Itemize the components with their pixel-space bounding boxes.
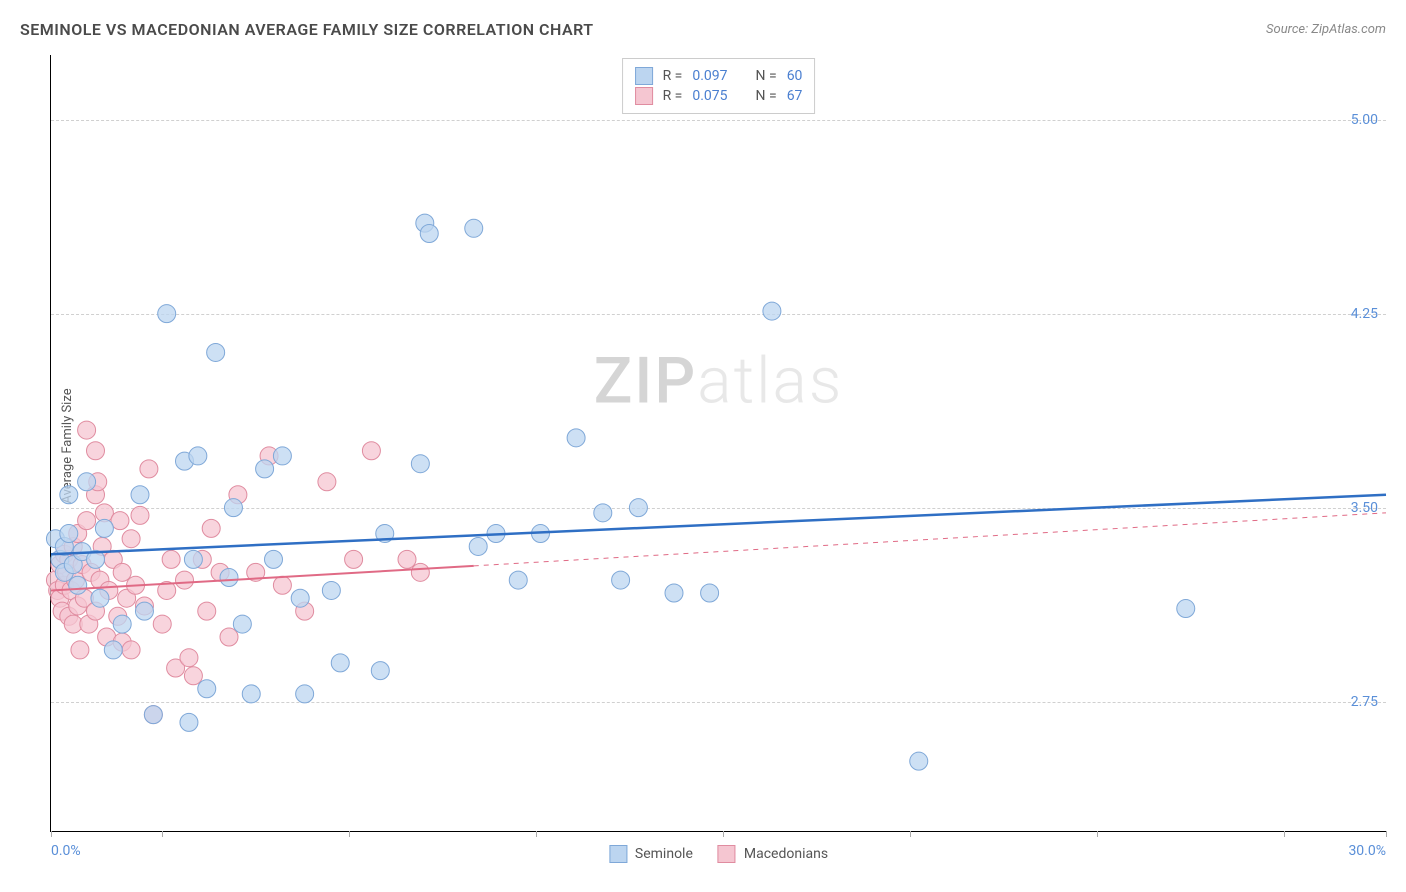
- legend-item-macedonians: Macedonians: [718, 845, 828, 863]
- stats-row-macedonians: R = 0.075 N = 67: [635, 87, 803, 105]
- legend-bottom: Seminole Macedonians: [609, 845, 828, 863]
- xtick-label: 30.0%: [1348, 843, 1386, 859]
- scatter-plot-svg: [51, 55, 1386, 831]
- stats-row-seminole: R = 0.097 N = 60: [635, 67, 803, 85]
- swatch-macedonians-icon: [718, 845, 736, 863]
- swatch-seminole-icon: [609, 845, 627, 863]
- source-label: Source: ZipAtlas.com: [1266, 22, 1386, 37]
- swatch-seminole: [635, 67, 653, 85]
- chart-title: SEMINOLE VS MACEDONIAN AVERAGE FAMILY SI…: [20, 20, 594, 39]
- stats-box: R = 0.097 N = 60 R = 0.075 N = 67: [622, 58, 816, 114]
- legend-item-seminole: Seminole: [609, 845, 693, 863]
- xtick-label: 0.0%: [51, 843, 81, 859]
- swatch-macedonians: [635, 87, 653, 105]
- chart-area: ZIPatlas R = 0.097 N = 60 R = 0.075 N = …: [50, 55, 1386, 832]
